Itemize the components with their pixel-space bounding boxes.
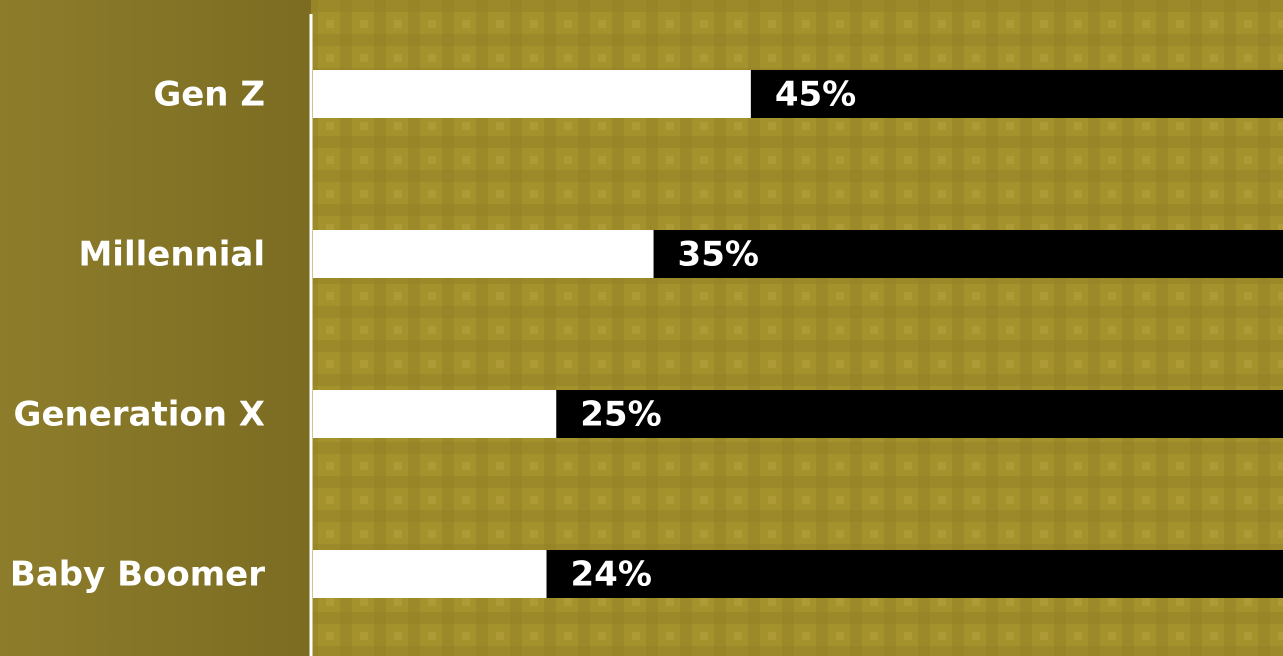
- category-label: Baby Boomer: [10, 555, 265, 595]
- category-label: Gen Z: [153, 75, 265, 115]
- bar: [313, 390, 557, 438]
- bar: [313, 550, 547, 598]
- value-label: 25%: [580, 395, 661, 435]
- category-label: Generation X: [14, 395, 265, 435]
- value-label: 45%: [775, 75, 856, 115]
- bar: [313, 230, 654, 278]
- category-label: Millennial: [78, 235, 265, 275]
- bar: [313, 70, 751, 118]
- label-panel: [0, 0, 311, 656]
- value-label: 24%: [571, 555, 652, 595]
- value-label: 35%: [678, 235, 759, 275]
